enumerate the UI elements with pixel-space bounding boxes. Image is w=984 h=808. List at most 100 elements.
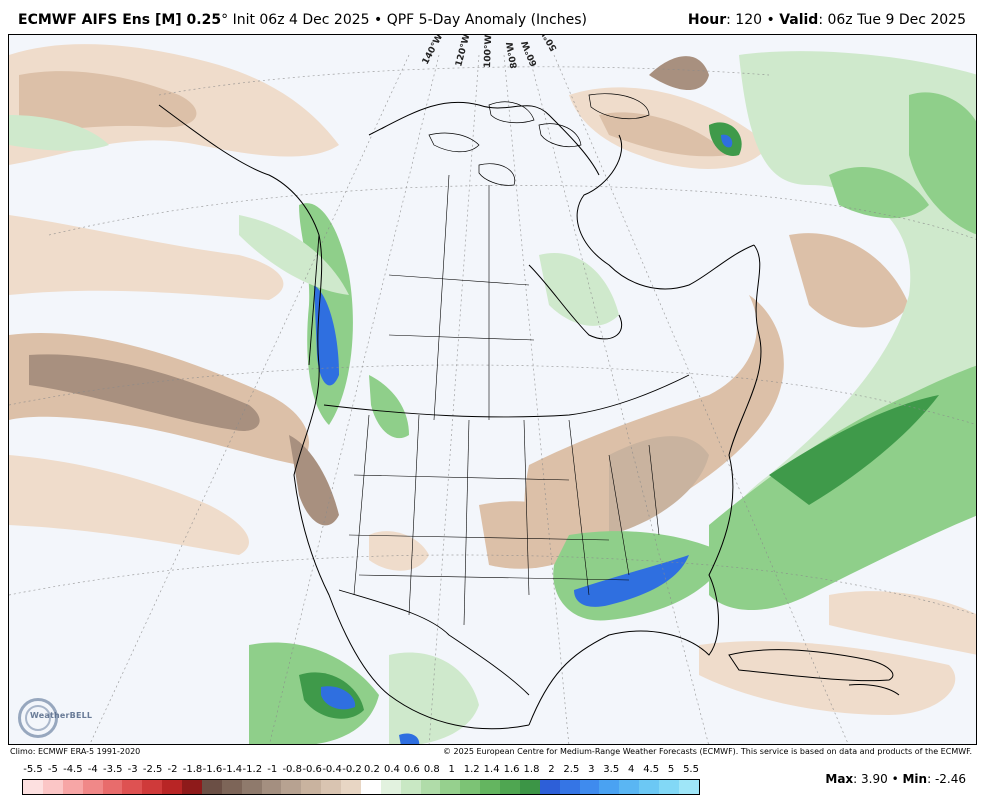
- map-header: ECMWF AIFS Ens [M] 0.25° Init 06z 4 Dec …: [0, 0, 984, 34]
- colorbar-swatch: [619, 780, 640, 794]
- colorbar-tick-label: -1.6: [202, 764, 223, 775]
- colorbar-swatch: [480, 780, 500, 794]
- colorbar-swatch: [281, 780, 302, 794]
- colorbar-swatch: [420, 780, 441, 794]
- colorbar-tick-label: 5.5: [683, 764, 699, 775]
- colorbar-tick-label: 1: [448, 764, 455, 775]
- title-separator: •: [374, 12, 383, 28]
- weatherbell-logo: WeatherBELL: [14, 696, 104, 740]
- colorbar-swatch: [341, 780, 361, 794]
- colorbar-tick-label: 1.4: [483, 764, 500, 775]
- colorbar-swatch: [539, 780, 560, 794]
- colorbar-swatch: [579, 780, 600, 794]
- colorbar-swatch: [142, 780, 163, 794]
- colorbar-swatch: [659, 780, 679, 794]
- colorbar-swatch: [201, 780, 222, 794]
- colorbar-tick-label: 3: [588, 764, 595, 775]
- model-name: ECMWF AIFS Ens [M] 0.25: [18, 12, 222, 28]
- hour-value: : 120: [726, 12, 763, 28]
- valid-value: : 06z Tue 9 Dec 2025: [818, 12, 966, 28]
- colorbar-tick-label: -0.6: [302, 764, 322, 775]
- colorbar-swatch: [639, 780, 659, 794]
- max-value: : 3.90: [853, 772, 888, 786]
- colorbar-tick-label: -1.2: [242, 764, 263, 775]
- colorbar-tick-label: -0.4: [322, 764, 342, 775]
- colorbar-swatch: [360, 780, 381, 794]
- colorbar-tick-label: 3.5: [603, 764, 620, 775]
- map-panel: 140°W 120°W 100°W 80°W 60°W 50°W: [8, 34, 977, 745]
- colorbar-swatch: [400, 780, 421, 794]
- colorbar-tick-label: 1.8: [523, 764, 540, 775]
- colorbar-tick-label: 4.5: [643, 764, 660, 775]
- colorbar-swatch: [241, 780, 262, 794]
- colorbar-tick-label: 2.5: [563, 764, 580, 775]
- colorbar-swatch: [301, 780, 322, 794]
- colorbar-tick-label: 0.8: [423, 764, 440, 775]
- logo-text: WeatherBELL: [30, 711, 93, 720]
- colorbar-swatch: [162, 780, 182, 794]
- colorbar-tick-label: 4: [628, 764, 635, 775]
- max-label: Max: [825, 772, 854, 786]
- colorbar-swatch: [380, 780, 401, 794]
- logo-inner-ring-icon: [25, 705, 51, 731]
- colorbar-tick-label: 1.6: [503, 764, 520, 775]
- colorbar-tick-label: 0.6: [403, 764, 420, 775]
- colorbar-swatch: [519, 780, 540, 794]
- anomaly-map: 140°W 120°W 100°W 80°W 60°W 50°W: [9, 35, 976, 744]
- colorbar-swatch: [460, 780, 481, 794]
- colorbar-swatch: [221, 780, 242, 794]
- colorbar-swatch: [500, 780, 520, 794]
- colorbar-tick-label: -2.5: [142, 764, 163, 775]
- colorbar-tick-label: 1.2: [463, 764, 480, 775]
- logo-ring-icon: [18, 698, 58, 738]
- colorbar-swatch: [122, 780, 143, 794]
- colorbar-swatch: [261, 780, 282, 794]
- climo-note: Climo: ECMWF ERA-5 1991-2020: [10, 747, 141, 756]
- init-time: Init 06z 4 Dec 2025: [232, 12, 370, 28]
- meridian-label: 100°W: [483, 35, 494, 68]
- colorbar-tick-label: -2: [167, 764, 178, 775]
- min-label: Min: [902, 772, 928, 786]
- colorbar-swatch: [321, 780, 341, 794]
- colorbar-swatch: [559, 780, 580, 794]
- copyright-note: © 2025 European Centre for Medium-Range …: [443, 747, 972, 756]
- colorbar-tick-label: -4.5: [63, 764, 83, 775]
- min-value: : -2.46: [927, 772, 966, 786]
- colorbar: -5.5 -5 -4.5 -4 -3.5 -3 -2.5 -2 -1.8 -1.6 -1.4 -1.2…: [22, 764, 702, 796]
- colorbar-tick-label: 0.4: [383, 764, 400, 775]
- colorbar-swatch: [62, 780, 83, 794]
- stats-separator: •: [891, 772, 899, 786]
- colorbar-tick-label: 5: [667, 764, 675, 775]
- colorbar-swatch: [42, 780, 63, 794]
- colorbar-swatch: [182, 780, 202, 794]
- colorbar-tick-label: -0.2: [342, 764, 362, 775]
- dry-anomaly-layer: [9, 44, 976, 715]
- colorbar-tick-label: -0.8: [282, 764, 302, 775]
- country-borders: [308, 234, 690, 696]
- forecast-time: Hour: 120 • Valid: 06z Tue 9 Dec 2025: [688, 12, 966, 28]
- product-name: QPF 5-Day Anomaly (Inches): [386, 12, 587, 28]
- colorbar-swatch: [440, 780, 461, 794]
- valid-label: Valid: [779, 12, 819, 28]
- arctic-islands: [428, 93, 650, 186]
- colorbar-tick-label: 0.2: [364, 764, 380, 775]
- state-province-borders: [348, 174, 660, 626]
- colorbar-scale: [22, 779, 700, 795]
- colorbar-tick-labels: -5.5 -5 -4.5 -4 -3.5 -3 -2.5 -2 -1.8 -1.6 -1.4 -1.2…: [22, 764, 702, 778]
- colorbar-tick-label: -3.5: [102, 764, 123, 775]
- colorbar-tick-label: -3: [127, 764, 138, 775]
- colorbar-swatch: [23, 780, 43, 794]
- colorbar-tick-label: -5: [47, 764, 58, 775]
- coastlines: [158, 101, 900, 730]
- colorbar-tick-label: -4: [87, 764, 98, 775]
- max-min-stats: Max: 3.90 • Min: -2.46: [825, 772, 966, 786]
- colorbar-tick-label: -1: [267, 764, 278, 775]
- colorbar-swatch: [678, 780, 699, 794]
- meridian-label: 80°W: [505, 41, 520, 69]
- colorbar-swatch: [102, 780, 123, 794]
- colorbar-tick-label: -1.8: [182, 764, 203, 775]
- colorbar-tick-label: -5.5: [23, 764, 43, 775]
- hour-label: Hour: [687, 12, 727, 28]
- graticule: [9, 54, 976, 744]
- colorbar-tick-label: 2: [548, 764, 555, 775]
